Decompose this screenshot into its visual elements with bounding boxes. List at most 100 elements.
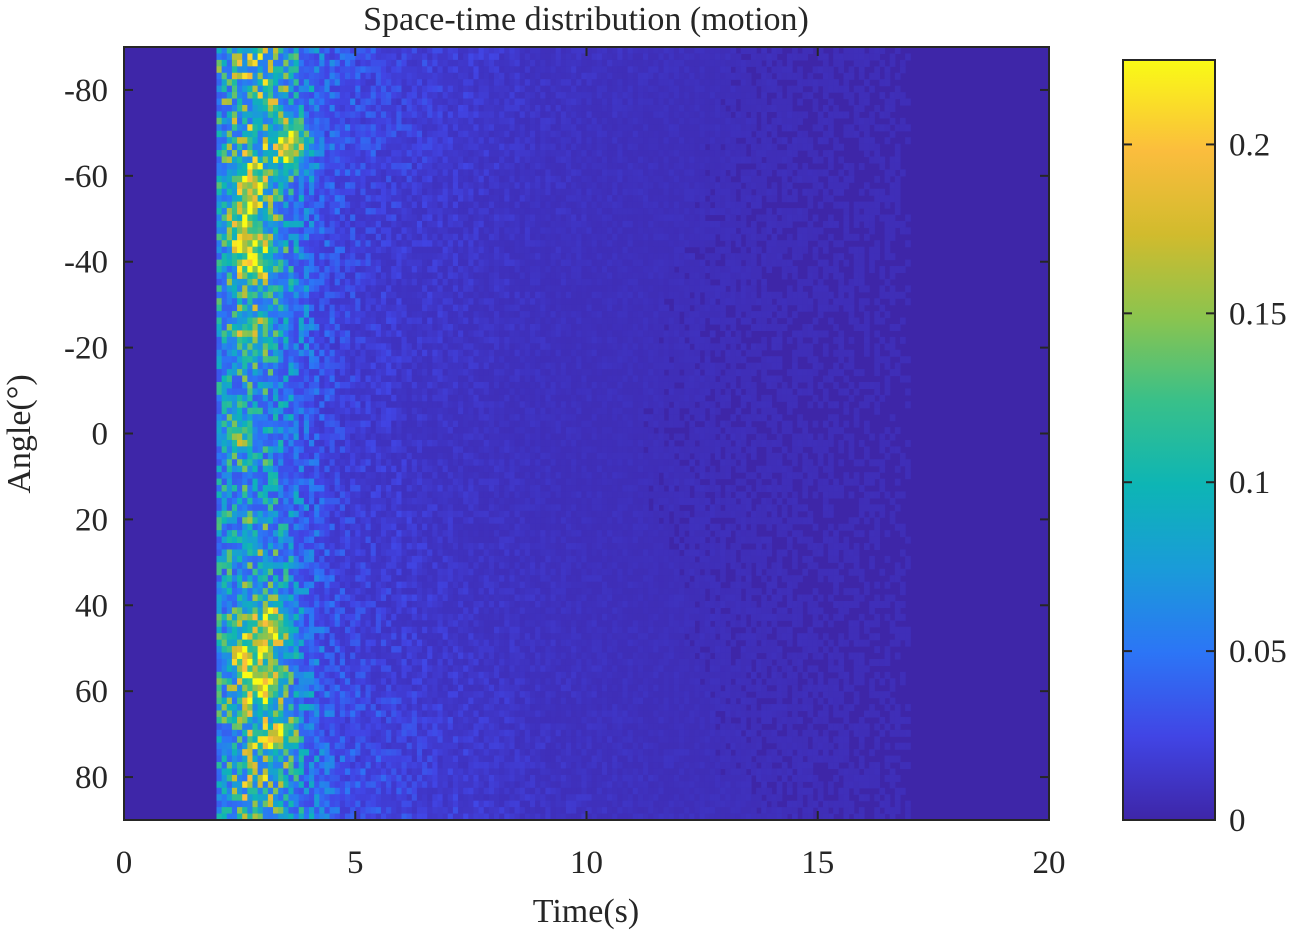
heatmap-cell <box>494 278 500 286</box>
heatmap-cell <box>714 220 721 228</box>
heatmap-cell <box>802 227 809 235</box>
heatmap-cell <box>622 253 629 261</box>
heatmap-cell <box>843 92 850 100</box>
heatmap-cell <box>278 150 284 158</box>
heatmap-cell <box>581 72 588 80</box>
heatmap-cell <box>905 98 911 106</box>
heatmap-cell <box>792 195 798 203</box>
heatmap-cell <box>879 47 886 55</box>
heatmap-cell <box>252 150 259 158</box>
heatmap-cell <box>452 156 459 164</box>
heatmap-cell <box>216 92 223 100</box>
heatmap-cell <box>596 298 603 306</box>
heatmap-cell <box>339 240 346 248</box>
heatmap-cell <box>437 79 444 87</box>
heatmap-cell <box>591 182 598 190</box>
heatmap-cell <box>884 111 891 119</box>
heatmap-cell <box>468 59 475 67</box>
heatmap-cell <box>494 104 500 113</box>
heatmap-cell <box>596 117 603 125</box>
heatmap-cell <box>879 79 886 87</box>
heatmap-cell <box>653 253 660 261</box>
heatmap-cell <box>560 298 567 306</box>
heatmap-cell <box>293 72 300 80</box>
heatmap-cell <box>442 137 449 145</box>
heatmap-cell <box>242 182 248 190</box>
heatmap-cell <box>288 208 295 216</box>
heatmap-cell <box>684 233 690 241</box>
heatmap-cell <box>504 53 511 61</box>
heatmap-cell <box>601 98 608 106</box>
heatmap-cell <box>709 137 716 145</box>
heatmap-cell <box>391 53 397 61</box>
heatmap-cell <box>699 72 706 80</box>
heatmap-cell <box>879 214 886 222</box>
heatmap-cell <box>452 201 459 209</box>
heatmap-cell <box>581 47 588 55</box>
heatmap-cell <box>591 246 598 254</box>
heatmap-cell <box>709 233 716 241</box>
heatmap-cell <box>627 285 634 293</box>
heatmap-cell <box>288 311 295 319</box>
heatmap-cell <box>586 311 593 319</box>
heatmap-cell <box>478 253 485 261</box>
heatmap-cell <box>468 311 475 319</box>
heatmap-cell <box>643 272 649 280</box>
heatmap-cell <box>786 285 793 293</box>
heatmap-cell <box>488 182 495 190</box>
heatmap-cell <box>478 72 485 80</box>
heatmap-cell <box>601 291 608 299</box>
heatmap-cell <box>607 233 613 241</box>
heatmap-cell <box>242 240 248 248</box>
heatmap-cell <box>797 137 803 145</box>
heatmap-cell <box>576 124 582 132</box>
heatmap-cell <box>231 98 238 106</box>
heatmap-cell <box>309 92 315 100</box>
heatmap-cell <box>262 278 269 286</box>
heatmap-cell <box>714 201 721 209</box>
heatmap-cell <box>298 253 305 261</box>
heatmap-cell <box>298 169 305 177</box>
heatmap-cell <box>673 233 680 241</box>
heatmap-cell <box>663 278 670 286</box>
heatmap-cell <box>740 304 747 312</box>
heatmap-cell <box>745 182 752 190</box>
heatmap-cell <box>894 124 901 132</box>
heatmap-cell <box>622 278 629 286</box>
heatmap-cell <box>339 53 346 61</box>
heatmap-cell <box>442 111 449 119</box>
heatmap-cell <box>252 66 259 74</box>
heatmap-cell <box>632 259 639 267</box>
heatmap-cell <box>550 298 557 306</box>
heatmap-cell <box>365 253 372 261</box>
heatmap-cell <box>334 85 341 93</box>
heatmap-cell <box>355 195 361 203</box>
heatmap-cell <box>298 298 305 306</box>
heatmap-cell <box>504 130 511 138</box>
heatmap-cell <box>432 72 439 80</box>
heatmap-cell <box>817 201 824 209</box>
heatmap-cell <box>545 104 552 113</box>
heatmap-cell <box>560 220 567 228</box>
heatmap-cell <box>344 117 351 125</box>
heatmap-cell <box>524 169 531 177</box>
heatmap-cell <box>848 53 855 61</box>
heatmap-cell <box>725 233 731 241</box>
heatmap-cell <box>668 291 675 299</box>
heatmap-cell <box>529 72 536 80</box>
heatmap-cell <box>355 53 361 61</box>
heatmap-cell <box>432 304 439 312</box>
heatmap-cell <box>339 272 346 280</box>
heatmap-cell <box>607 143 613 151</box>
heatmap-cell <box>350 285 356 293</box>
heatmap-cell <box>571 150 577 158</box>
heatmap-cell <box>463 240 469 248</box>
heatmap-cell <box>632 240 639 248</box>
heatmap-cell <box>375 66 382 74</box>
heatmap-cell <box>298 137 305 145</box>
heatmap-cell <box>822 92 829 100</box>
heatmap-cell <box>843 220 850 228</box>
heatmap-cell <box>252 188 259 196</box>
heatmap-cell <box>386 79 392 87</box>
heatmap-cell <box>581 285 588 293</box>
